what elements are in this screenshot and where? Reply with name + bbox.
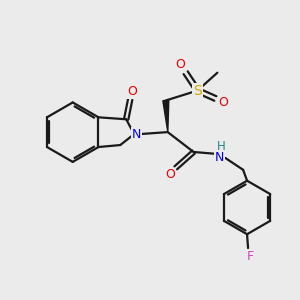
Text: F: F — [247, 250, 254, 262]
Text: O: O — [127, 85, 137, 98]
Text: S: S — [193, 84, 202, 98]
Polygon shape — [163, 100, 169, 132]
Text: O: O — [218, 96, 228, 109]
Text: N: N — [131, 128, 141, 141]
Text: O: O — [175, 58, 184, 71]
Text: O: O — [165, 168, 175, 181]
Text: N: N — [214, 152, 224, 164]
Text: H: H — [217, 140, 226, 152]
